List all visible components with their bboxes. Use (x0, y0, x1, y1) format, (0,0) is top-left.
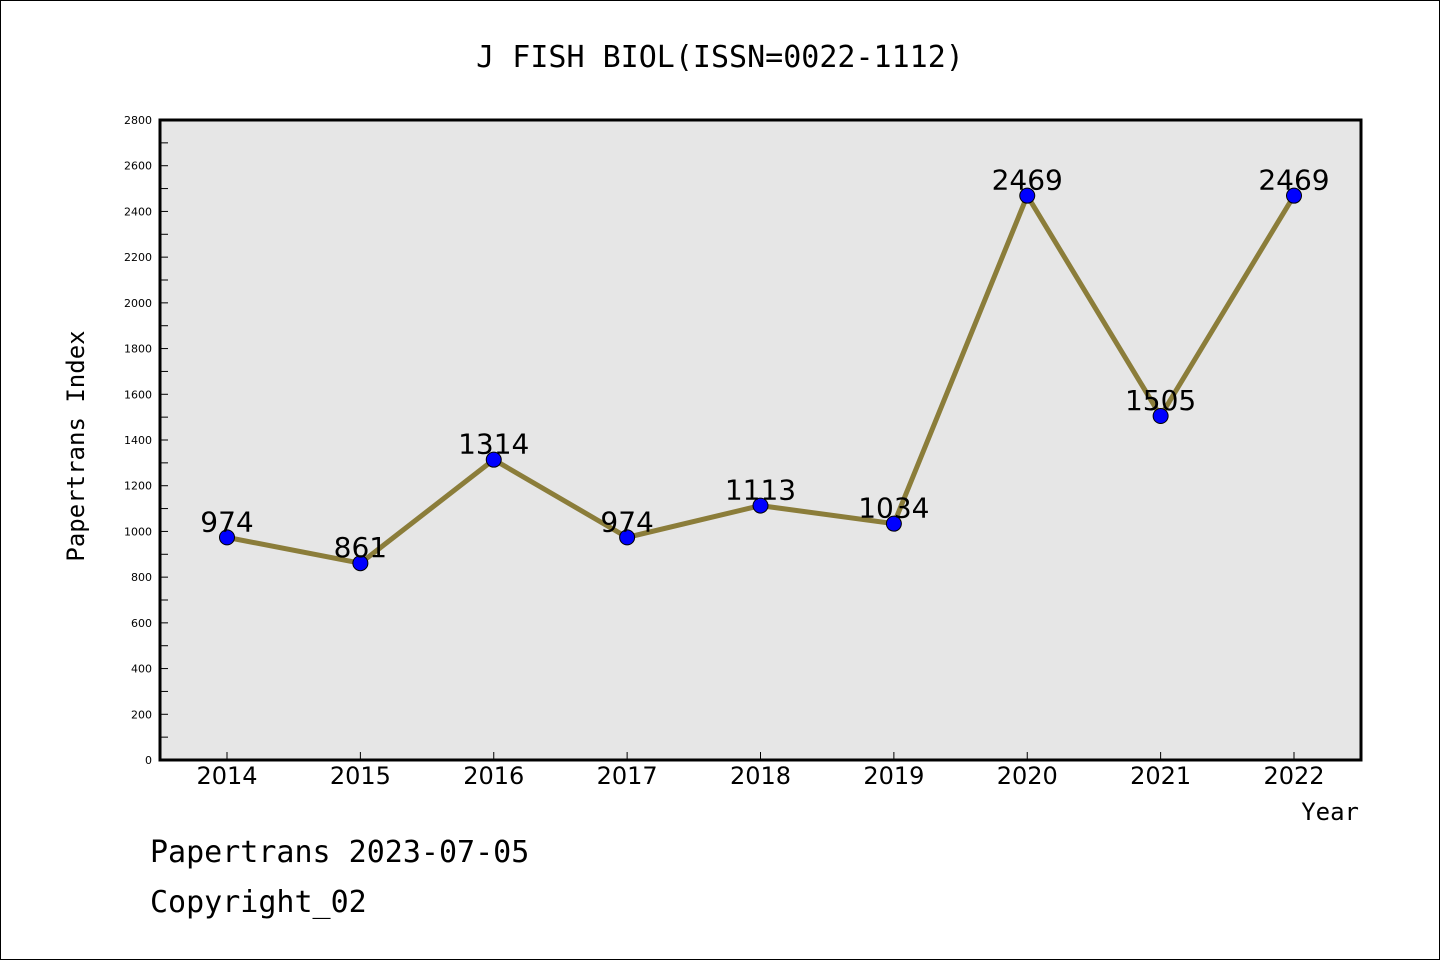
data-label: 1034 (858, 492, 929, 525)
data-point (219, 529, 235, 546)
x-tick-label: 2021 (1130, 762, 1191, 790)
data-point (752, 497, 769, 514)
y-tick-label: 800 (131, 571, 152, 584)
y-tick-label: 0 (145, 754, 152, 767)
x-tick-label: 2015 (330, 762, 391, 790)
data-point (885, 515, 902, 532)
y-tick-label: 2600 (124, 160, 152, 173)
data-point (352, 555, 369, 572)
y-tick-label: 1400 (124, 434, 152, 447)
data-point (1019, 187, 1036, 204)
y-tick-label: 200 (131, 708, 152, 721)
x-tick-label: 2019 (863, 762, 924, 790)
x-axis-label: Year (1301, 798, 1359, 826)
y-tick-label: 2000 (124, 297, 152, 310)
y-tick-label: 1200 (124, 480, 152, 493)
x-tick-label: 2020 (997, 762, 1058, 790)
x-tick-label: 2018 (730, 762, 791, 790)
y-tick-label: 1000 (124, 525, 152, 538)
data-label: 861 (334, 531, 387, 564)
data-point (1286, 187, 1302, 204)
y-tick-label: 400 (131, 663, 152, 676)
data-label: 2469 (1258, 164, 1329, 197)
footer-date: Papertrans 2023-07-05 (150, 835, 530, 870)
data-label: 1505 (1125, 384, 1196, 417)
data-label: 974 (600, 505, 653, 538)
y-tick-label: 600 (131, 617, 152, 630)
data-point (619, 529, 636, 546)
y-axis-label: Papertrans Index (62, 330, 90, 561)
y-tick-label: 2200 (124, 251, 152, 264)
footer-copyright: Copyright_02 (150, 885, 367, 920)
plot-border (158, 118, 1363, 762)
x-tick-label: 2016 (463, 762, 524, 790)
chart-title: J FISH BIOL(ISSN=0022-1112) (476, 40, 964, 75)
data-point (1152, 408, 1169, 424)
data-point (485, 451, 502, 468)
data-label: 1314 (458, 428, 529, 461)
data-label: 1113 (725, 474, 796, 507)
plot-area (160, 120, 1361, 760)
data-label: 974 (200, 505, 253, 538)
data-label: 2469 (992, 164, 1063, 197)
y-tick-label: 1800 (124, 343, 152, 356)
y-tick-label: 2400 (124, 205, 152, 218)
x-tick-label: 2017 (597, 762, 658, 790)
x-tick-label: 2014 (196, 762, 257, 790)
y-tick-label: 1600 (124, 388, 152, 401)
x-tick-label: 2022 (1263, 762, 1324, 790)
y-axis: 0 200 400 600 800 1000 1200 1400 1600 1800 2000 220… (124, 114, 168, 767)
series-layer (219, 187, 1302, 572)
data-labels: 974 861 1314 974 1113 1034 2469 1505 2469 (200, 164, 1329, 565)
x-axis: 2014 2015 2016 2017 2018 2019 2020 2021 2022 (196, 752, 1325, 790)
y-tick-label: 2800 (124, 114, 152, 127)
